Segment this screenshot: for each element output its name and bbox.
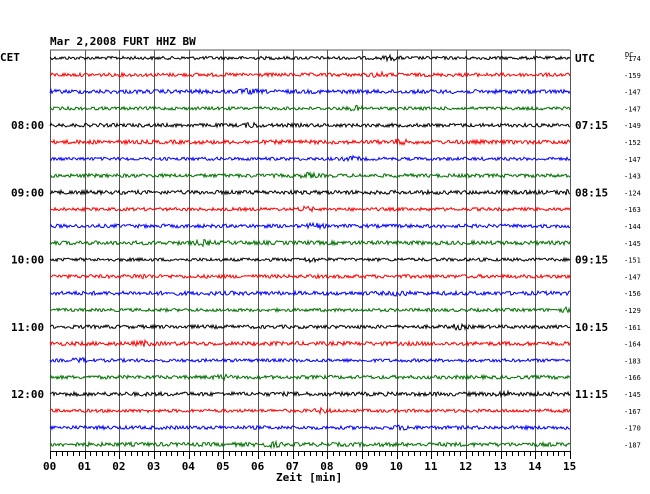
dc-offset-label: -159 bbox=[624, 72, 641, 80]
chart-title: Mar 2,2008 FURT HHZ BW bbox=[50, 35, 196, 48]
x-axis-label: Zeit [min] bbox=[276, 471, 342, 484]
x-tick-label: 02 bbox=[112, 460, 125, 473]
dc-offset-label: -174 bbox=[624, 55, 641, 63]
x-tick-label: 13 bbox=[494, 460, 507, 473]
x-axis: 00 01 02 03 04 05 06 07 08 09 10 11 12 13 14 15 bbox=[43, 451, 576, 473]
dc-offset-label: -145 bbox=[624, 240, 641, 248]
trace-row bbox=[49, 53, 571, 63]
trace-row bbox=[49, 272, 571, 280]
trace-row bbox=[49, 256, 571, 264]
x-tick-label: 15 bbox=[563, 460, 576, 473]
dc-offset-label: -147 bbox=[624, 273, 641, 281]
x-tick-label: 00 bbox=[43, 460, 56, 473]
dc-offset-label: -124 bbox=[624, 189, 641, 197]
trace-row bbox=[49, 87, 571, 96]
dc-offset-label: -156 bbox=[624, 290, 641, 298]
trace-row bbox=[49, 406, 571, 416]
dc-offset-label: -183 bbox=[624, 357, 641, 365]
x-tick-label: 11 bbox=[424, 460, 438, 473]
right-time-label: 07:15 bbox=[575, 119, 608, 132]
trace-row bbox=[49, 356, 571, 364]
left-time-label: 09:00 bbox=[11, 186, 44, 199]
trace-row bbox=[49, 389, 571, 399]
x-tick-label: 07 bbox=[286, 460, 299, 473]
right-time-label: UTC bbox=[575, 52, 595, 65]
trace-row bbox=[49, 322, 571, 331]
trace-row bbox=[49, 306, 571, 314]
left-time-label: 08:00 bbox=[11, 119, 44, 132]
left-time-label: 10:00 bbox=[11, 254, 44, 267]
x-tick-label: 05 bbox=[216, 460, 229, 473]
trace-row bbox=[49, 104, 571, 112]
trace-row bbox=[49, 171, 571, 180]
right-time-label: 11:15 bbox=[575, 388, 608, 401]
x-tick-label: 12 bbox=[459, 460, 472, 473]
left-time-label: 12:00 bbox=[11, 388, 44, 401]
left-timezone-label: CET bbox=[0, 51, 20, 64]
trace-row bbox=[49, 424, 571, 432]
dc-offset-label: -143 bbox=[624, 173, 641, 181]
trace-row bbox=[49, 238, 571, 248]
dc-offset-label: -166 bbox=[624, 374, 641, 382]
x-tick-label: 04 bbox=[182, 460, 196, 473]
x-tick-label: 03 bbox=[147, 460, 160, 473]
dc-offset-label: -151 bbox=[624, 257, 641, 265]
dc-offset-label: -152 bbox=[624, 139, 641, 147]
x-tick-label: 08 bbox=[320, 460, 333, 473]
dc-offset-label: -147 bbox=[624, 89, 641, 97]
trace-group bbox=[49, 53, 571, 450]
x-tick-label: 06 bbox=[251, 460, 265, 473]
right-time-label: 10:15 bbox=[575, 321, 608, 334]
dc-offset-label: -129 bbox=[624, 307, 641, 315]
x-tick-label: 10 bbox=[390, 460, 403, 473]
x-tick-label: 01 bbox=[78, 460, 92, 473]
dc-offset-label: -145 bbox=[624, 391, 641, 399]
dc-offset-label: -147 bbox=[624, 156, 641, 164]
dc-offset-label: -144 bbox=[624, 223, 641, 231]
x-tick-label: 09 bbox=[355, 460, 368, 473]
trace-row bbox=[49, 338, 571, 348]
x-tick-label: 14 bbox=[528, 460, 542, 473]
dc-offset-label: -147 bbox=[624, 105, 641, 113]
dc-offset-label: -149 bbox=[624, 122, 641, 130]
left-time-label: 11:00 bbox=[11, 321, 44, 334]
trace-row bbox=[49, 439, 571, 450]
dc-offset-label: -164 bbox=[624, 341, 641, 349]
trace-row bbox=[49, 154, 571, 163]
trace-row bbox=[49, 205, 571, 214]
right-time-label: 09:15 bbox=[575, 254, 608, 267]
right-time-label: 08:15 bbox=[575, 186, 608, 199]
dc-offset-label: -167 bbox=[624, 408, 641, 416]
trace-row bbox=[49, 121, 571, 129]
dc-offset-label: -170 bbox=[624, 425, 641, 433]
trace-row bbox=[49, 70, 571, 79]
grid-lines bbox=[50, 49, 571, 451]
dc-header-label: DC bbox=[625, 51, 633, 59]
dc-offset-label: -187 bbox=[624, 441, 641, 449]
trace-row bbox=[49, 289, 571, 297]
trace-row bbox=[49, 373, 571, 382]
dc-offset-label: -163 bbox=[624, 206, 641, 214]
time-labels: -174 -159 -147 -147 -149 -152 -147 -143 -124 -163… bbox=[11, 52, 641, 449]
trace-row bbox=[49, 188, 571, 197]
trace-row bbox=[50, 137, 571, 146]
dc-offset-label: -161 bbox=[624, 324, 641, 332]
trace-row bbox=[50, 221, 571, 231]
